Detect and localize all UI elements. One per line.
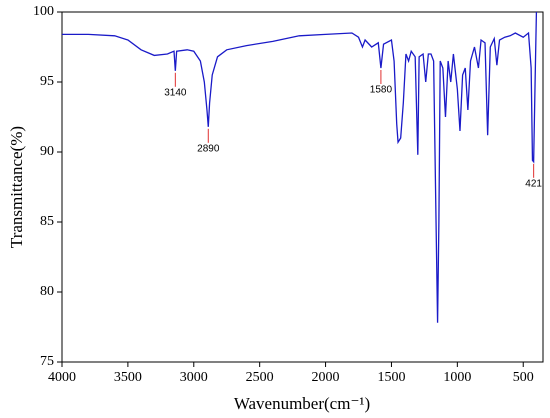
x-tick-label: 3000 bbox=[180, 370, 208, 385]
y-tick-label: 85 bbox=[40, 214, 54, 229]
x-axis-label: Wavenumber(cm⁻¹) bbox=[234, 394, 370, 413]
x-tick-label: 500 bbox=[513, 370, 534, 385]
x-tick-label: 1500 bbox=[377, 370, 405, 385]
y-tick-label: 75 bbox=[40, 354, 54, 369]
y-tick-label: 100 bbox=[33, 4, 54, 19]
y-tick-label: 80 bbox=[40, 284, 54, 299]
x-tick-label: 1000 bbox=[443, 370, 471, 385]
annotation-label: 421 bbox=[525, 178, 542, 189]
annotation-label: 1580 bbox=[370, 85, 393, 96]
x-tick-label: 2000 bbox=[312, 370, 340, 385]
spectrum-line bbox=[62, 11, 538, 323]
plot-frame bbox=[61, 11, 544, 363]
y-axis-label: Transmittance(%) bbox=[7, 126, 26, 248]
y-tick-label: 90 bbox=[40, 144, 54, 159]
x-tick-label: 2500 bbox=[246, 370, 274, 385]
annotation-label: 2890 bbox=[197, 143, 220, 154]
y-tick-label: 95 bbox=[40, 74, 54, 89]
x-tick-label: 4000 bbox=[48, 370, 76, 385]
x-tick-label: 3500 bbox=[114, 370, 142, 385]
annotation-label: 3140 bbox=[164, 87, 187, 98]
